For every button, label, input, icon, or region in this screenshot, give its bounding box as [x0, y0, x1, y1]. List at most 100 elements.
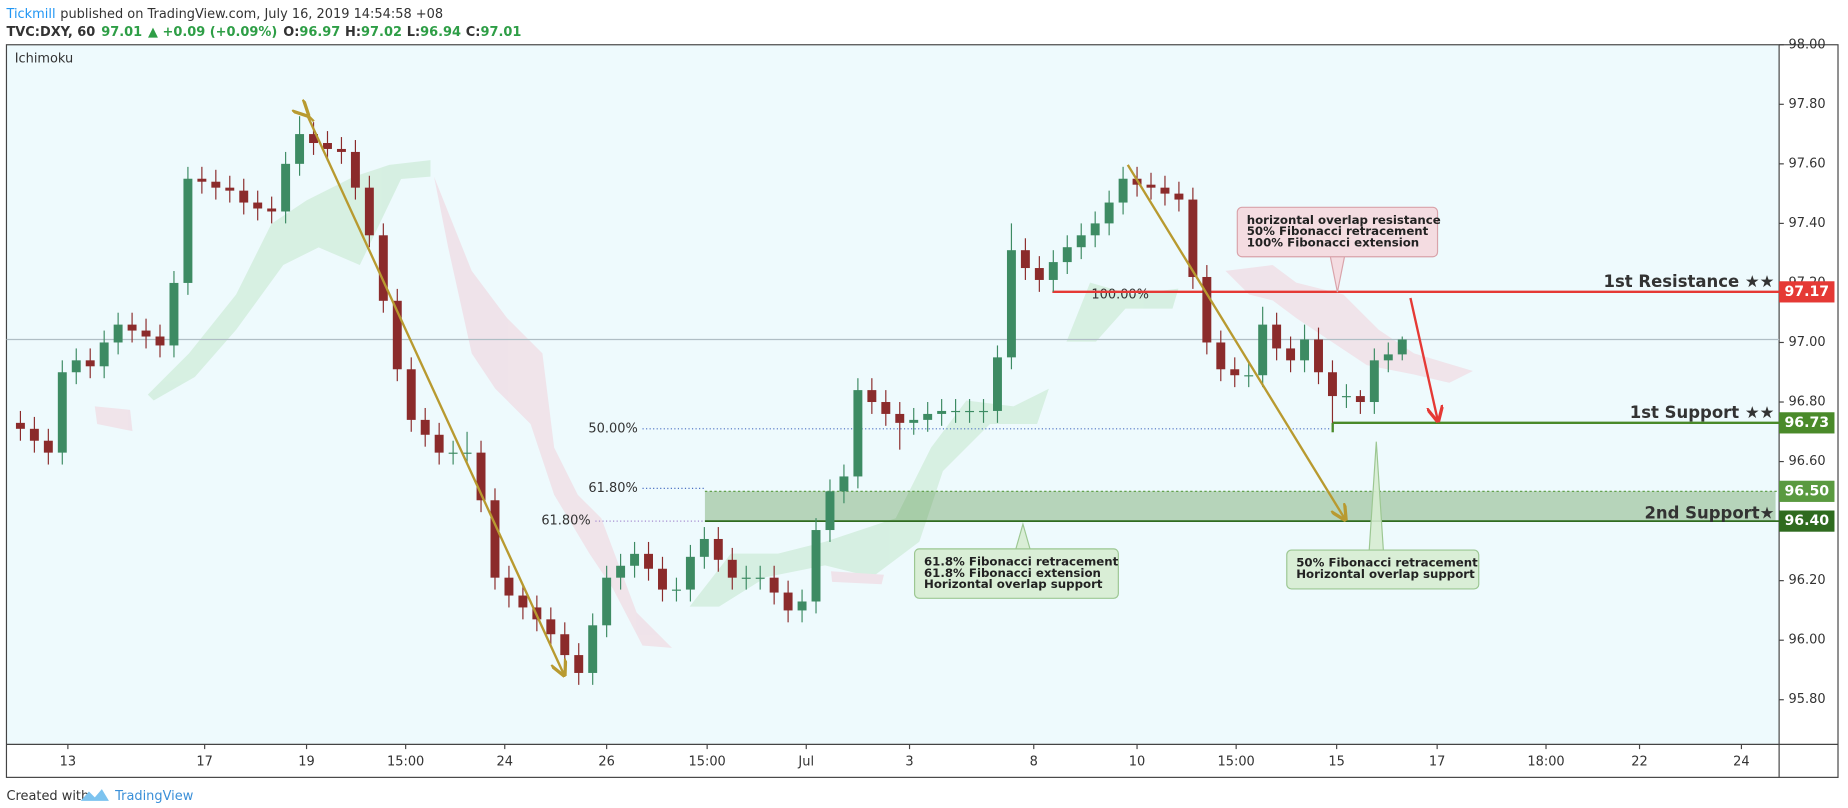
cloud [1066, 282, 1179, 342]
footer: Created with TradingView [6, 789, 193, 804]
fib-label: 100.00% [1091, 287, 1149, 302]
candle-body [811, 530, 821, 602]
brand: TradingView [114, 789, 194, 804]
candle-body [448, 452, 458, 454]
x-tick-label: 17 [1429, 755, 1445, 770]
cloud [830, 571, 884, 585]
cloud [94, 406, 133, 432]
candle-body [1118, 178, 1128, 203]
candle-body [71, 360, 81, 373]
publisher: Tickmill [5, 7, 55, 22]
candle-body [937, 410, 947, 414]
symbol-line: TVC:DXY, 60 97.01 ▲ +0.09 (+0.09%) O:96.97 H… [6, 24, 521, 39]
x-tick-label: 13 [60, 755, 76, 770]
projection-arrow [1409, 297, 1437, 419]
candle-body [99, 342, 109, 367]
trend-arrow-tail [307, 114, 315, 123]
candle-body [225, 187, 235, 191]
y-tick-label: 97.80 [1789, 97, 1826, 112]
ohlc-key: C: [466, 24, 481, 39]
candle-body [323, 143, 332, 149]
candle-body [420, 419, 430, 435]
fib-label: 50.00% [588, 421, 637, 436]
candle-body [15, 422, 25, 429]
callout-pointer [1368, 441, 1384, 551]
candle-body [434, 434, 444, 453]
candle-body [1383, 354, 1393, 361]
candle-body [350, 151, 360, 188]
ohlc-key: H: [345, 24, 361, 39]
last-price: 97.01 [101, 24, 142, 39]
candle-body [113, 324, 123, 343]
ichimoku-cloud [94, 160, 1473, 648]
callout-text: 50% Fibonacci retracement [1296, 556, 1478, 570]
change: ▲ +0.09 (+0.09%) [148, 24, 277, 39]
candle-body [755, 577, 765, 579]
candle-body [574, 655, 584, 673]
symbol: TVC:DXY, 60 [6, 24, 95, 39]
x-tick-label: 15:00 [387, 755, 424, 770]
candle-body [713, 538, 723, 560]
candle-body [1327, 372, 1337, 397]
y-tick-label: 97.60 [1789, 156, 1826, 171]
candle-body [1048, 262, 1058, 280]
candle-body [1397, 339, 1407, 355]
callout-text: horizontal overlap resistance [1247, 213, 1441, 227]
callout-text: 50% Fibonacci retracement [1247, 224, 1429, 238]
candle-body [211, 181, 221, 188]
candle-body [336, 148, 346, 152]
candle-body [1341, 396, 1351, 398]
candle-body [392, 300, 402, 370]
candle-body [1244, 375, 1254, 377]
candle-body [1272, 324, 1282, 349]
candle-body [141, 330, 151, 337]
candle-body [155, 336, 165, 346]
candle-body [476, 452, 486, 501]
x-tick-label: 26 [598, 755, 614, 770]
fib-label: 61.80% [588, 481, 637, 496]
candle-body [644, 553, 653, 569]
publish-line: Tickmill published on TradingView.com, Ju… [5, 7, 443, 22]
plot-background [6, 44, 1780, 745]
callout-pointer [1015, 521, 1031, 550]
candle-body [1034, 268, 1044, 280]
candle-body [85, 360, 95, 367]
price-label: 96.73 [1784, 415, 1829, 431]
y-tick-label: 96.20 [1789, 573, 1826, 588]
candle-body [979, 410, 988, 413]
price-label-box [1779, 510, 1835, 532]
y-tick-label: 96.60 [1789, 454, 1826, 469]
callout-text: 61.8% Fibonacci extension [924, 566, 1101, 580]
callout-text: Horizontal overlap support [924, 577, 1103, 591]
chart-frame [5, 44, 1839, 778]
ohlc-key: L: [407, 24, 420, 39]
candle-body [281, 163, 291, 212]
candle-body [364, 187, 374, 236]
candle-body [1104, 202, 1114, 224]
candle-body [825, 491, 835, 531]
price-label: 96.50 [1784, 483, 1829, 499]
ohlc-value: 97.02 [361, 24, 402, 39]
candle-body [546, 619, 556, 635]
x-tick-label: 18:00 [1527, 755, 1564, 770]
candle-body [741, 577, 751, 579]
x-tick-label: 15:00 [688, 755, 725, 770]
candle-body [490, 500, 500, 578]
y-tick-label: 95.80 [1789, 692, 1826, 707]
price-label-box [1779, 480, 1835, 502]
candle-body [295, 134, 305, 164]
candle-body [127, 324, 137, 331]
candle-body [1300, 339, 1310, 361]
candle-body [965, 410, 975, 413]
candle-body [1355, 396, 1365, 403]
y-tick-label: 97.00 [1789, 335, 1826, 350]
callout-box [913, 548, 1119, 599]
y-tick-label: 96.80 [1789, 395, 1826, 410]
candle-body [518, 595, 528, 608]
candle-body [1174, 193, 1184, 200]
candle-body [1062, 247, 1072, 263]
candle-body [57, 372, 67, 453]
candle-body [1258, 324, 1268, 376]
candle-body [769, 577, 779, 593]
